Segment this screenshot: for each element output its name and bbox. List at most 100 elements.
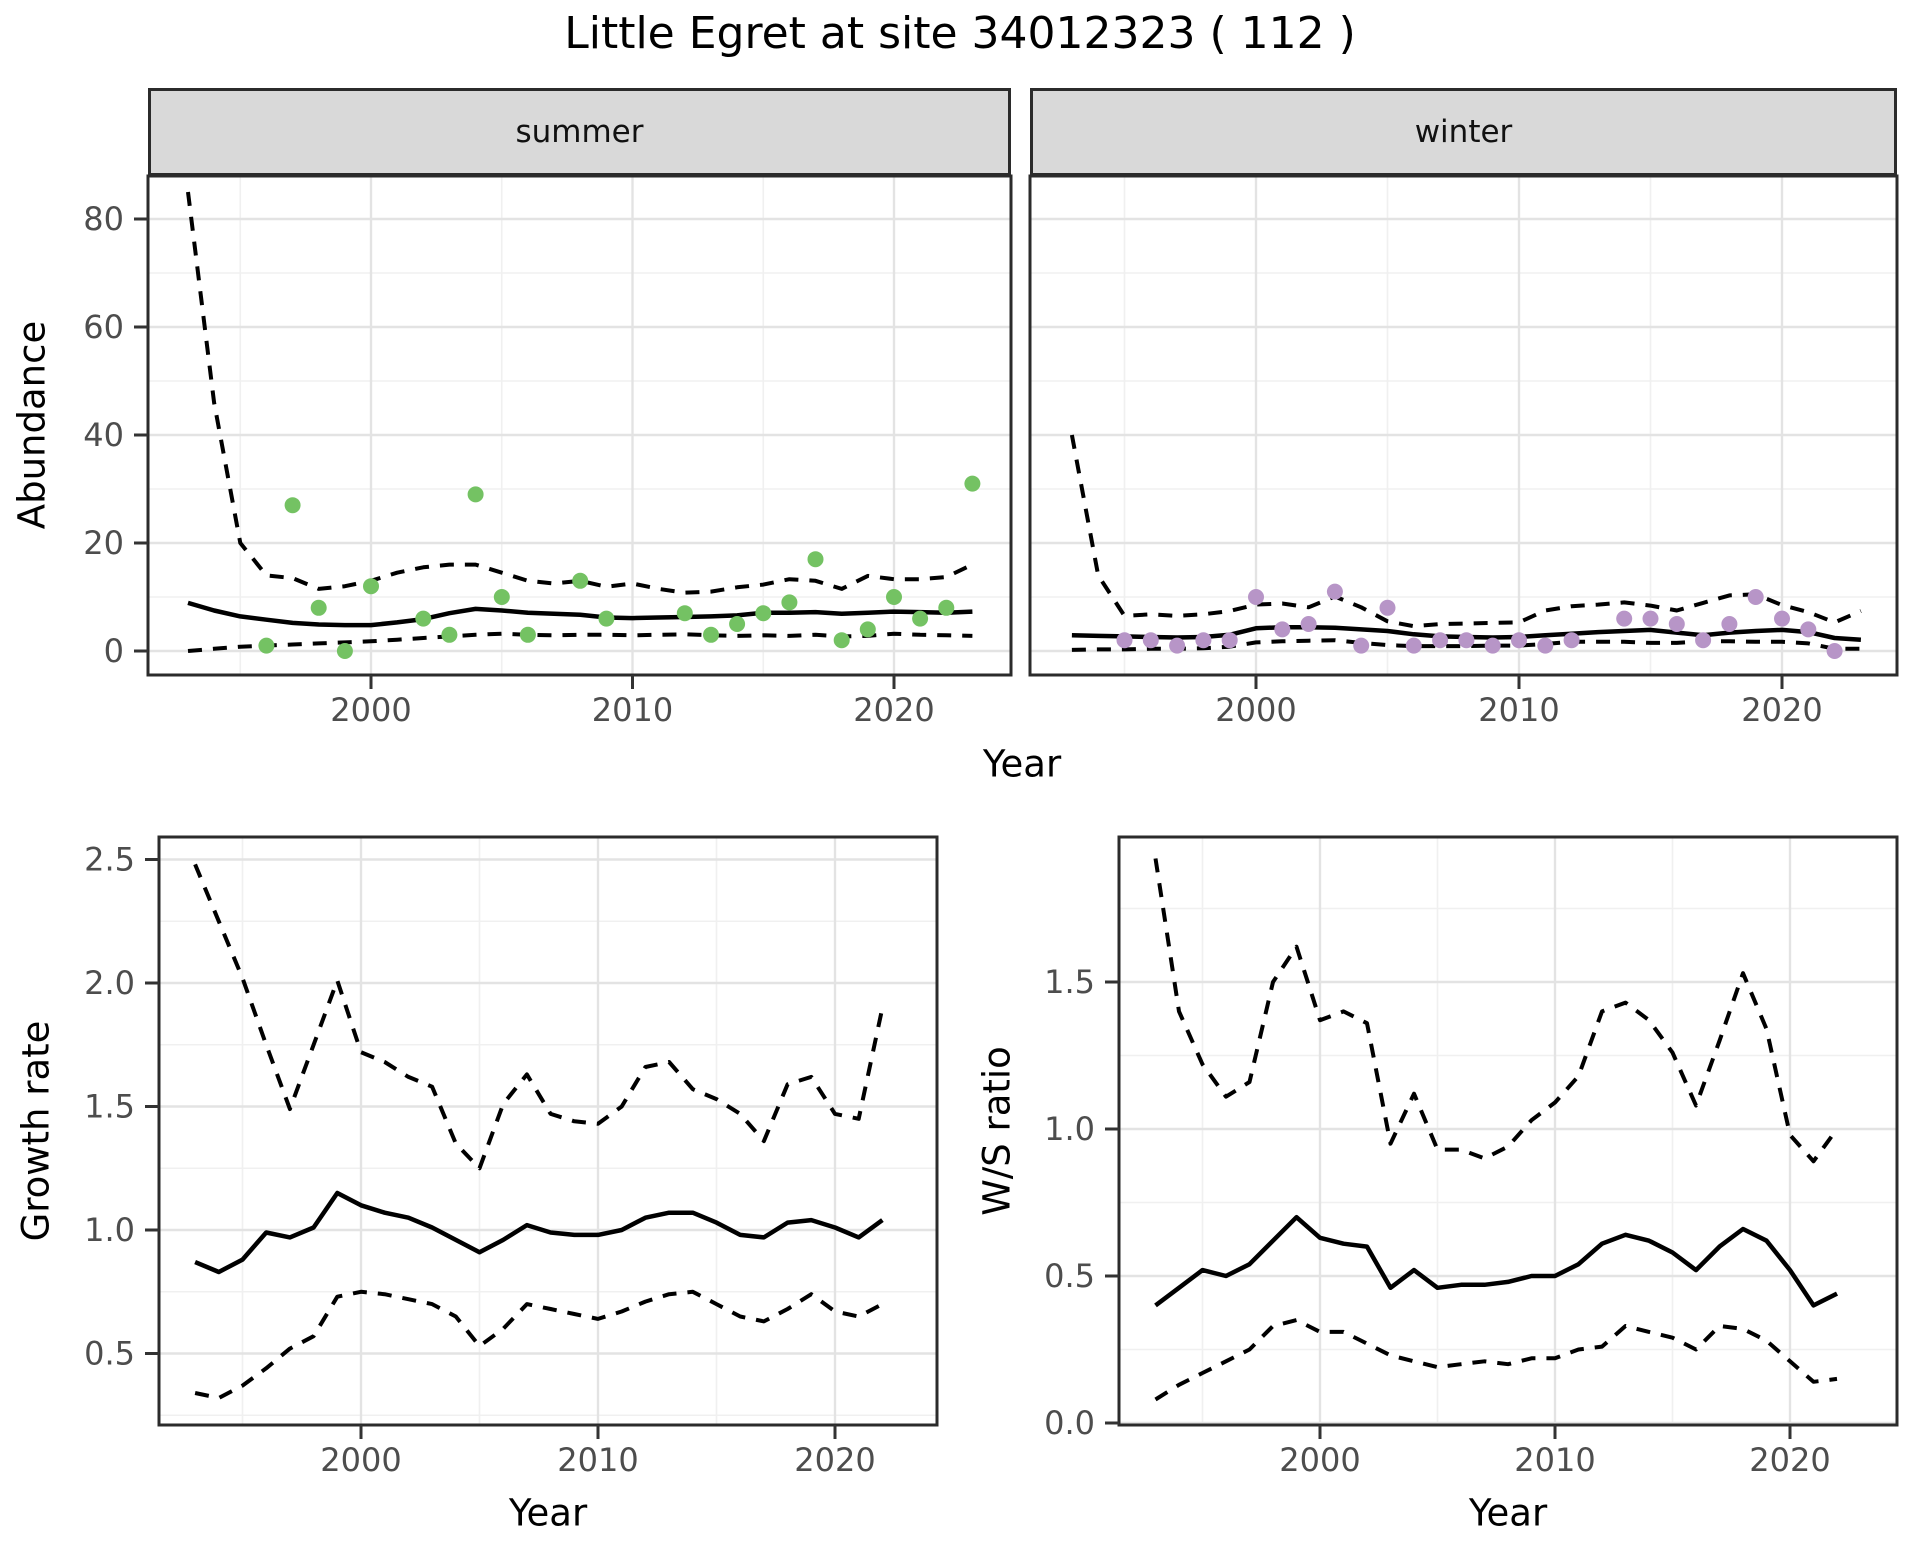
- x-tick-label: 2000: [1279, 1441, 1360, 1479]
- x-tick-label: 2010: [1478, 691, 1559, 729]
- x-axis-title-year-top: Year: [982, 742, 1062, 786]
- y-tick-label: 0.5: [1044, 1257, 1095, 1295]
- y-tick-label: 60: [83, 308, 124, 346]
- abundance-summer-data-point: [886, 589, 902, 605]
- abundance-summer-data-point: [467, 486, 484, 503]
- abundance-summer-data-point: [729, 616, 746, 632]
- y-axis-title-growth-rate: Growth rate: [14, 1020, 58, 1242]
- x-tick-label: 2010: [1514, 1441, 1595, 1479]
- abundance-winter-data-point: [1484, 637, 1501, 654]
- abundance-summer-data-point: [415, 610, 432, 627]
- abundance-summer-data-point: [964, 475, 981, 492]
- abundance-winter-data-point: [1616, 610, 1633, 627]
- y-tick-label: 1.0: [84, 1211, 135, 1249]
- x-tick-label: 2020: [853, 691, 934, 729]
- growth-rate-mean-line: [194, 1190, 884, 1275]
- abundance-summer-data-point: [755, 605, 772, 622]
- abundance-winter-data-point: [1563, 632, 1580, 649]
- abundance-winter-data-point: [1774, 610, 1790, 627]
- panel-border: [1117, 835, 1899, 1427]
- abundance-winter-data-point: [1142, 632, 1159, 649]
- growth-rate-upper-ci-line: [193, 863, 885, 1171]
- y-tick-label: 40: [83, 416, 124, 454]
- abundance-winter-data-point: [1537, 637, 1554, 654]
- abundance-summer-data-point: [781, 594, 798, 611]
- x-tick-label: 2020: [1749, 1441, 1830, 1479]
- y-tick-label: 0.5: [84, 1335, 135, 1373]
- abundance-summer-data-point: [703, 626, 719, 643]
- abundance-winter-data-point: [1248, 589, 1264, 605]
- y-tick-label: 0.0: [1044, 1404, 1095, 1442]
- abundance-winter-data-point: [1747, 589, 1764, 605]
- y-tick-label: 2.5: [84, 841, 135, 879]
- abundance-summer-data-point: [284, 497, 301, 514]
- abundance-winter-upper-ci-line: [1069, 434, 1862, 629]
- abundance-summer-data-point: [310, 599, 327, 616]
- x-tick-label: 2010: [592, 691, 673, 729]
- abundance-summer-data-point: [572, 572, 589, 589]
- y-axis-title-ws-ratio: W/S ratio: [975, 1046, 1019, 1216]
- panel-abundance-winter: 2000 2010 2020: [1028, 174, 1899, 729]
- y-tick-label: 1.5: [1044, 963, 1095, 1001]
- abundance-winter-data-point: [1668, 616, 1685, 632]
- abundance-winter-data-point: [1405, 637, 1422, 654]
- facet-strip-summer: summer: [148, 88, 1011, 176]
- x-tick-label: 2000: [1215, 691, 1296, 729]
- abundance-winter-data-point: [1642, 610, 1659, 627]
- y-tick-label: 20: [83, 524, 124, 562]
- abundance-summer-data-point: [807, 551, 824, 568]
- ws-ratio-lower-ci-line: [1154, 1318, 1838, 1402]
- facet-strip-summer-label: summer: [515, 114, 644, 150]
- panel-abundance-summer: 2000 2010 2020 0 20 40 60 80: [83, 174, 1013, 729]
- chart-title: Little Egret at site 34012323 ( 112 ): [564, 8, 1356, 59]
- facet-strip-winter: winter: [1030, 88, 1897, 176]
- panel-border: [157, 835, 939, 1427]
- panel-border: [1028, 174, 1899, 677]
- abundance-summer-data-point: [676, 605, 693, 622]
- x-tick-label: 2020: [794, 1441, 875, 1479]
- panel-growth-rate: 2000 2010 2020 0.5 1.0 1.5 2.0 2.5: [84, 835, 939, 1479]
- abundance-summer-data-point: [859, 621, 876, 638]
- y-tick-label: 1.5: [84, 1088, 135, 1126]
- panel-border: [146, 174, 1013, 677]
- x-tick-label: 2000: [320, 1441, 401, 1479]
- y-tick-label: 0: [104, 632, 124, 670]
- abundance-winter-data-point: [1511, 632, 1527, 649]
- abundance-summer-data-point: [493, 589, 510, 605]
- x-tick-label: 2010: [557, 1441, 638, 1479]
- abundance-winter-data-point: [1274, 621, 1291, 638]
- abundance-winter-data-point: [1800, 621, 1817, 638]
- x-axis-title-year-bottom-left: Year: [508, 1491, 588, 1535]
- abundance-winter-data-point: [1695, 632, 1712, 649]
- ws-ratio-mean-line: [1154, 1214, 1839, 1308]
- x-tick-label: 2020: [1741, 691, 1822, 729]
- abundance-summer-upper-ci-line: [186, 191, 974, 595]
- abundance-winter-data-point: [1458, 632, 1475, 649]
- abundance-summer-data-point: [912, 610, 929, 627]
- abundance-winter-data-point: [1221, 632, 1238, 649]
- abundance-summer-data-point: [258, 637, 275, 654]
- abundance-summer-mean-line: [187, 600, 973, 628]
- abundance-winter-data-point: [1169, 637, 1186, 654]
- abundance-winter-data-point: [1116, 632, 1133, 649]
- y-tick-label: 80: [83, 200, 124, 238]
- abundance-summer-data-point: [938, 599, 955, 616]
- growth-rate-lower-ci-line: [194, 1289, 884, 1400]
- abundance-summer-data-point: [363, 578, 379, 595]
- abundance-winter-data-point: [1300, 616, 1317, 632]
- facet-strip-winter-label: winter: [1414, 114, 1513, 150]
- panel-ws-ratio: 2000 2010 2020 0.0 0.5 1.0 1.5: [1044, 835, 1899, 1479]
- abundance-winter-data-point: [1326, 583, 1343, 600]
- abundance-summer-data-point: [833, 632, 850, 649]
- y-axis-title-abundance: Abundance: [10, 320, 54, 530]
- abundance-summer-data-point: [598, 610, 615, 627]
- abundance-winter-lower-ci-line: [1071, 638, 1861, 652]
- abundance-summer-data-point: [336, 643, 353, 659]
- abundance-summer-data-point: [441, 626, 458, 643]
- abundance-winter-data-point: [1432, 632, 1449, 649]
- abundance-winter-data-point: [1379, 599, 1396, 616]
- abundance-winter-data-point: [1195, 632, 1212, 649]
- abundance-summer-lower-ci-line: [187, 631, 973, 653]
